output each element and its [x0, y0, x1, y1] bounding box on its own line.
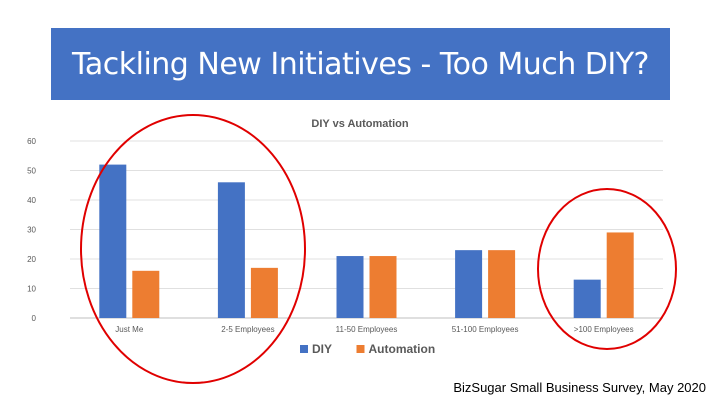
y-tick-label: 60 [27, 137, 36, 146]
bar-diy-4 [455, 250, 483, 318]
bar-automation-1 [132, 270, 160, 318]
highlight-ellipse-large-businesses [537, 188, 677, 350]
chart-title: DIY vs Automation [311, 118, 408, 130]
x-tick-label: 51-100 Employees [452, 325, 519, 334]
bar-automation-5 [606, 232, 634, 318]
bar-automation-2 [250, 267, 278, 318]
x-tick-label: Just Me [115, 325, 144, 334]
y-tick-label: 40 [27, 196, 36, 205]
x-tick-label: 2-5 Employees [221, 325, 274, 334]
y-tick-label: 0 [32, 314, 37, 323]
legend-label-automation: Automation [369, 342, 436, 356]
bar-diy-2 [217, 182, 245, 318]
source-caption: BizSugar Small Business Survey, May 2020 [453, 380, 706, 395]
x-tick-label: 11-50 Employees [336, 325, 398, 334]
legend-label-diy: DIY [312, 342, 332, 356]
bar-automation-3 [369, 256, 397, 318]
title-banner: Tackling New Initiatives - Too Much DIY? [51, 28, 670, 100]
y-tick-label: 30 [27, 226, 36, 235]
legend-swatch-diy [300, 345, 308, 353]
legend-swatch-automation [356, 345, 365, 353]
bar-diy-5 [573, 279, 601, 318]
bar-diy-3 [336, 256, 364, 318]
bar-diy-1 [99, 164, 127, 318]
x-tick-label: >100 Employees [574, 325, 634, 334]
y-tick-label: 10 [27, 285, 36, 294]
bar-automation-4 [488, 250, 516, 318]
highlight-ellipse-small-businesses [80, 114, 306, 384]
y-tick-label: 50 [27, 167, 36, 176]
slide-title: Tackling New Initiatives - Too Much DIY? [72, 46, 649, 82]
y-tick-label: 20 [27, 255, 36, 264]
